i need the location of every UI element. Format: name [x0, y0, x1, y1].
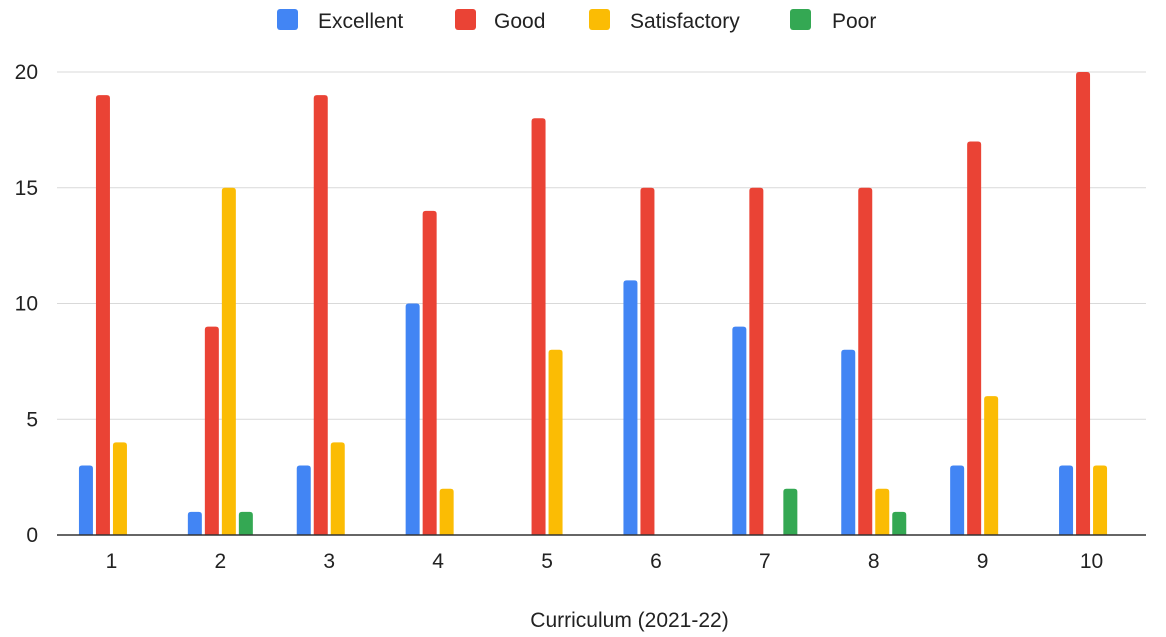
x-tick-label: 10	[1080, 550, 1103, 573]
legend-label-excellent: Excellent	[318, 10, 403, 33]
bar-satisfactory-5	[548, 349, 563, 535]
bar-excellent-4	[405, 303, 420, 535]
legend-swatch-satisfactory	[589, 9, 610, 30]
bar-good-10	[1076, 72, 1091, 535]
bars	[78, 72, 1108, 536]
bar-excellent-2	[187, 511, 202, 535]
legend-label-poor: Poor	[832, 10, 876, 33]
x-axis-title: Curriculum (2021-22)	[530, 609, 728, 632]
bar-excellent-3	[296, 465, 311, 535]
bar-poor-2	[238, 511, 253, 535]
bar-good-5	[531, 118, 546, 536]
bar-poor-7	[783, 488, 798, 535]
bar-poor-8	[892, 511, 907, 535]
bar-good-1	[95, 95, 110, 536]
legend-label-satisfactory: Satisfactory	[630, 10, 740, 33]
bar-excellent-9	[950, 465, 965, 535]
x-tick-label: 8	[868, 550, 880, 573]
y-tick-label: 10	[15, 293, 38, 316]
x-tick-label: 9	[977, 550, 989, 573]
bar-good-7	[749, 187, 764, 535]
bar-excellent-6	[623, 280, 638, 535]
bar-good-3	[313, 95, 328, 536]
x-tick-label: 4	[432, 550, 444, 573]
bar-excellent-8	[841, 349, 856, 535]
x-tick-label: 5	[541, 550, 553, 573]
x-tick-label: 7	[759, 550, 771, 573]
legend-swatch-poor	[790, 9, 811, 30]
bar-excellent-1	[78, 465, 93, 535]
bar-satisfactory-3	[330, 442, 345, 535]
y-tick-label: 0	[26, 524, 38, 547]
legend-swatch-good	[455, 9, 476, 30]
y-tick-label: 5	[26, 408, 38, 431]
bar-satisfactory-4	[439, 488, 454, 535]
bar-excellent-10	[1059, 465, 1074, 535]
gridlines	[57, 71, 1146, 420]
bar-good-4	[422, 210, 437, 535]
x-tick-label: 2	[215, 550, 227, 573]
bar-good-8	[858, 187, 873, 535]
bar-good-9	[967, 141, 982, 535]
x-tick-label: 6	[650, 550, 662, 573]
bar-good-6	[640, 187, 655, 535]
x-tick-label: 1	[106, 550, 118, 573]
x-axis-tick-labels: 1 2 3 4 5 6 7 8 9 10	[106, 550, 1104, 573]
bar-good-2	[204, 326, 219, 535]
legend-swatch-excellent	[277, 9, 298, 30]
y-tick-label: 20	[15, 61, 38, 84]
y-axis-tick-labels: 0 5 10 15 20	[15, 61, 38, 547]
bar-satisfactory-2	[221, 187, 236, 535]
legend: Excellent Good Satisfactory Poor	[277, 9, 876, 33]
bar-excellent-7	[732, 326, 747, 535]
bar-satisfactory-8	[875, 488, 890, 535]
bar-satisfactory-9	[984, 396, 999, 535]
legend-label-good: Good	[494, 10, 545, 33]
bar-satisfactory-10	[1093, 465, 1108, 535]
y-tick-label: 15	[15, 177, 38, 200]
bar-satisfactory-1	[112, 442, 127, 535]
x-tick-label: 3	[323, 550, 335, 573]
